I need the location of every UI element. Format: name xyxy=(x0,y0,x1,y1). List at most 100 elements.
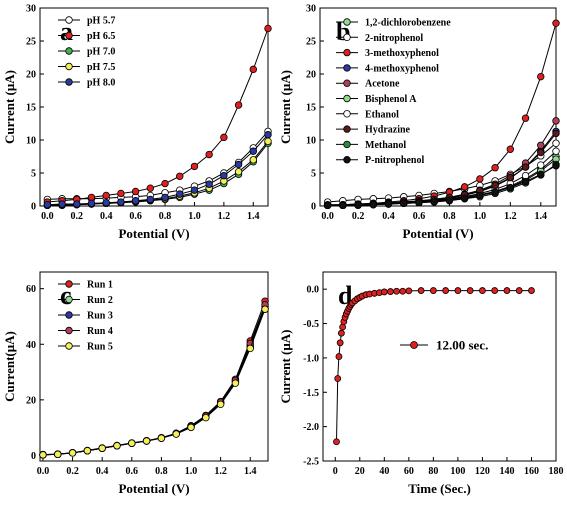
legend-label: Run 5 xyxy=(87,342,113,353)
series-line xyxy=(42,309,266,456)
legend-label: Run 4 xyxy=(87,326,113,337)
legend-label: P-nitrophenol xyxy=(365,155,424,166)
data-point xyxy=(537,72,545,81)
y-tick-label: -2.5 xyxy=(303,457,319,468)
legend-label: Ethanol xyxy=(365,109,399,120)
data-point xyxy=(54,450,62,459)
x-tick-label: 100 xyxy=(450,466,465,477)
data-point xyxy=(249,65,257,74)
data-point xyxy=(552,162,560,170)
x-tick-label: 1.2 xyxy=(218,211,231,222)
x-tick-label: 0.2 xyxy=(352,211,365,222)
y-tick-label: 0.0 xyxy=(307,285,320,296)
data-point xyxy=(503,287,511,294)
x-tick-label: 0.4 xyxy=(96,466,109,477)
data-point xyxy=(460,183,469,191)
y-tick-label: -0.5 xyxy=(303,319,319,330)
y-tick-label: 30 xyxy=(306,4,316,15)
legend-marker xyxy=(343,48,351,57)
legend-marker xyxy=(65,47,73,55)
legend-label: Bisphenol A xyxy=(365,94,417,105)
data-point xyxy=(491,188,499,196)
y-tick-label: 30 xyxy=(26,4,36,15)
data-point xyxy=(98,444,106,452)
legend-marker xyxy=(410,341,418,349)
data-point xyxy=(537,161,545,169)
data-point xyxy=(176,172,184,180)
x-tick-label: 180 xyxy=(549,466,564,477)
x-tick-label: 0.0 xyxy=(37,466,50,477)
data-point xyxy=(131,197,140,205)
legend-marker xyxy=(65,280,73,288)
x-tick-label: 0.0 xyxy=(41,211,54,222)
data-point xyxy=(157,434,166,442)
y-axis-label: Current(μA) xyxy=(2,331,17,402)
data-point xyxy=(429,287,437,294)
y-axis-label: Current (μA) xyxy=(278,70,293,144)
data-point xyxy=(552,19,560,27)
data-point xyxy=(430,197,438,206)
legend-label: pH 6.5 xyxy=(87,31,115,42)
x-tick-label: 1.0 xyxy=(474,211,487,222)
legend-label: Methanol xyxy=(365,140,406,151)
data-point xyxy=(142,437,151,445)
data-point xyxy=(479,287,486,294)
y-tick-label: -1.0 xyxy=(303,353,319,364)
data-point xyxy=(205,180,213,188)
legend-marker xyxy=(65,78,73,86)
data-point xyxy=(39,451,47,459)
data-point xyxy=(264,137,272,146)
legend: pH 5.7 pH 6.5 pH 7.0 pH 7.5 pH 8.0 xyxy=(58,16,115,89)
data-point xyxy=(161,179,169,188)
panel-c: 0.0 0.2 0.4 0.6 0.8 1.0 1.2 1.4 0 20 40 60 Potential… xyxy=(2,271,269,496)
data-point xyxy=(146,195,155,204)
x-tick-label: 0.6 xyxy=(126,466,139,477)
data-point xyxy=(387,288,394,295)
legend: 1,2-dichlorobenzene 2-nitrophenol 3-methox… xyxy=(336,18,451,166)
data-point xyxy=(393,287,400,295)
data-point xyxy=(466,287,474,294)
legend-label: Hydrazine xyxy=(365,125,411,136)
data-point xyxy=(128,439,136,447)
x-tick-label: 1.4 xyxy=(247,211,260,222)
legend-marker xyxy=(343,18,351,26)
legend-marker xyxy=(65,326,73,335)
legend-label: pH 8.0 xyxy=(87,78,115,89)
series-line xyxy=(47,134,269,206)
data-point xyxy=(417,287,425,294)
data-point xyxy=(220,133,228,142)
data-point xyxy=(442,287,450,294)
legend-label: pH 7.5 xyxy=(87,62,115,73)
data-point xyxy=(83,447,92,455)
x-axis-label: Potential (V) xyxy=(118,481,189,496)
x-tick-label: 20 xyxy=(355,466,365,477)
data-point xyxy=(246,344,254,353)
legend-marker xyxy=(65,311,73,319)
data-point xyxy=(339,201,347,210)
data-point xyxy=(187,423,195,432)
data-point xyxy=(131,187,140,196)
legend: 12.00 sec. xyxy=(400,338,488,353)
data-point xyxy=(491,164,499,172)
y-tick-label: 25 xyxy=(26,37,36,48)
legend-label: 1,2-dichlorobenzene xyxy=(365,18,451,29)
x-tick-label: 0.6 xyxy=(129,211,142,222)
data-point xyxy=(43,200,52,209)
data-point xyxy=(234,167,243,176)
y-tick-label: 25 xyxy=(306,37,316,48)
series-line xyxy=(47,140,269,206)
legend-marker xyxy=(65,62,73,71)
legend-marker xyxy=(343,33,351,41)
data-point xyxy=(552,147,560,155)
y-tick-label: 5 xyxy=(31,169,36,180)
x-tick-label: 0.8 xyxy=(443,211,456,222)
data-point xyxy=(354,200,362,209)
data-point xyxy=(172,430,180,438)
y-tick-label: 0 xyxy=(311,202,316,213)
data-point xyxy=(337,329,345,337)
x-tick-label: 60 xyxy=(404,466,414,477)
data-point xyxy=(384,200,393,208)
data-point xyxy=(261,305,269,313)
data-point xyxy=(323,201,332,210)
data-point xyxy=(190,162,199,171)
